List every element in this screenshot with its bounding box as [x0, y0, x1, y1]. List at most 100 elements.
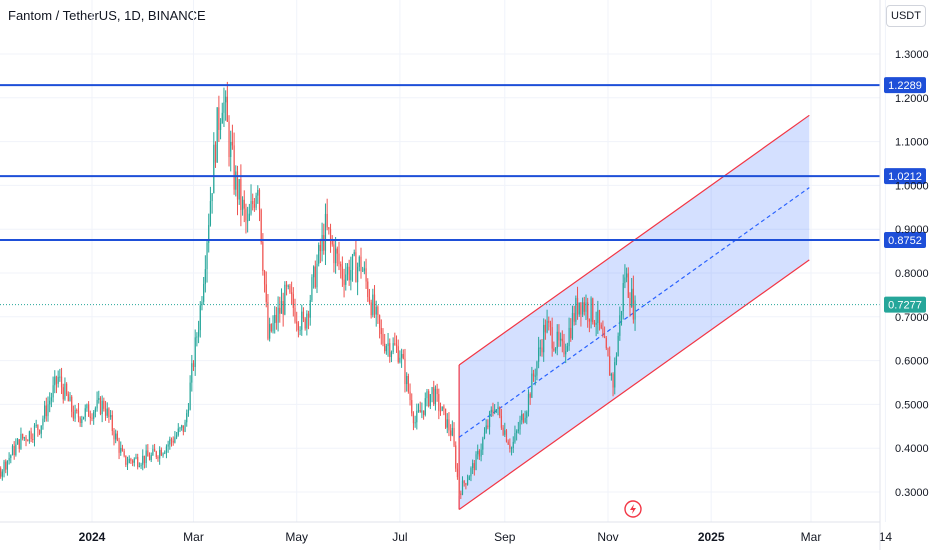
chart-title: Fantom / TetherUS, 1D, BINANCE — [8, 8, 206, 23]
candle-body — [544, 324, 546, 333]
candle-body — [25, 437, 27, 441]
candle-body — [620, 311, 623, 316]
candle-body — [463, 480, 465, 484]
candle-body — [429, 394, 431, 407]
candle-body — [137, 457, 139, 467]
candle-body — [516, 431, 518, 433]
candle-body — [590, 298, 592, 322]
candle-body — [411, 400, 413, 414]
candle-body — [60, 376, 63, 388]
candle-body — [587, 302, 589, 320]
candle-body — [351, 254, 354, 270]
candle-body — [203, 284, 205, 302]
candle-body — [439, 410, 442, 412]
candle-body — [406, 375, 408, 385]
candle-body — [473, 463, 475, 471]
candle-body — [575, 298, 577, 322]
candle-body — [128, 458, 130, 464]
candle-body — [120, 447, 122, 453]
candle-body — [133, 458, 135, 463]
candle-body — [604, 336, 606, 339]
candle-body — [1, 471, 3, 477]
candle-body — [624, 277, 626, 284]
candle-body — [165, 446, 168, 453]
candle-body — [243, 199, 245, 209]
candle-body — [607, 348, 609, 357]
candle-body — [456, 468, 459, 478]
candle-body — [172, 440, 174, 443]
candle-body — [307, 313, 310, 318]
candle-body — [181, 425, 183, 428]
candle-body — [319, 245, 321, 252]
candle-body — [482, 438, 484, 450]
candle-body — [279, 307, 281, 314]
candle-body — [531, 373, 533, 398]
candle-body — [394, 343, 396, 345]
candle-body — [140, 464, 142, 467]
candle-body — [313, 266, 315, 278]
candle-body — [247, 220, 249, 222]
candle-body — [436, 388, 438, 395]
candle-body — [350, 269, 352, 281]
x-tick-label: May — [285, 530, 308, 544]
candle-body — [30, 431, 32, 439]
horizontal-levels[interactable]: 0.7277 1.2289 1.0212 0.8752 — [0, 77, 926, 313]
candle-body — [262, 242, 264, 272]
candle-body — [448, 419, 450, 431]
candle-body — [126, 463, 129, 465]
candle-body — [397, 346, 399, 363]
candle-body — [485, 425, 487, 433]
candle-body — [419, 410, 421, 413]
candle-body — [389, 343, 391, 358]
candle-body — [370, 302, 372, 316]
candle-body — [270, 324, 272, 332]
candle-body — [72, 411, 74, 419]
candle-body — [3, 461, 5, 472]
candle-body — [605, 338, 607, 349]
candle-body — [578, 302, 580, 315]
candle-body — [629, 297, 631, 307]
candle-body — [138, 466, 140, 468]
candle-body — [96, 399, 98, 409]
candle-body — [526, 412, 528, 418]
x-tick-label: Sep — [494, 530, 516, 544]
currency-selector[interactable]: USDT — [886, 5, 926, 27]
candle-body — [213, 144, 215, 194]
candle-body — [89, 416, 91, 418]
candle-body — [433, 387, 435, 405]
candle-body — [13, 446, 15, 456]
x-tick-label: 2024 — [79, 530, 106, 544]
candle-body — [588, 319, 590, 322]
candle-body — [74, 409, 76, 419]
candle-body — [35, 424, 37, 426]
candle-body — [86, 404, 88, 409]
candle-body — [318, 245, 320, 264]
candle-body — [292, 294, 294, 308]
x-tick-label: Mar — [801, 530, 822, 544]
candle-body — [59, 376, 61, 378]
candle-body — [323, 235, 325, 251]
candle-body — [434, 388, 437, 405]
candle-body — [532, 373, 535, 377]
candle-body — [615, 355, 618, 363]
y-tick-label: 0.9000 — [895, 224, 929, 236]
candle-body — [431, 387, 433, 395]
candle-body — [82, 416, 85, 420]
candle-body — [116, 433, 118, 441]
candle-body — [186, 413, 188, 423]
candle-body — [517, 429, 519, 432]
candle-body — [560, 338, 562, 341]
candle-body — [111, 415, 113, 432]
candle-body — [634, 300, 636, 320]
candle-body — [521, 414, 523, 421]
candle-body — [346, 266, 349, 275]
candle-body — [55, 376, 58, 384]
candle-body — [20, 433, 22, 449]
candle-body — [494, 411, 496, 413]
candle-body — [241, 199, 244, 210]
candle-body — [504, 430, 506, 435]
candle-body — [99, 398, 102, 415]
candle-body — [153, 448, 156, 452]
candle-body — [235, 171, 237, 190]
